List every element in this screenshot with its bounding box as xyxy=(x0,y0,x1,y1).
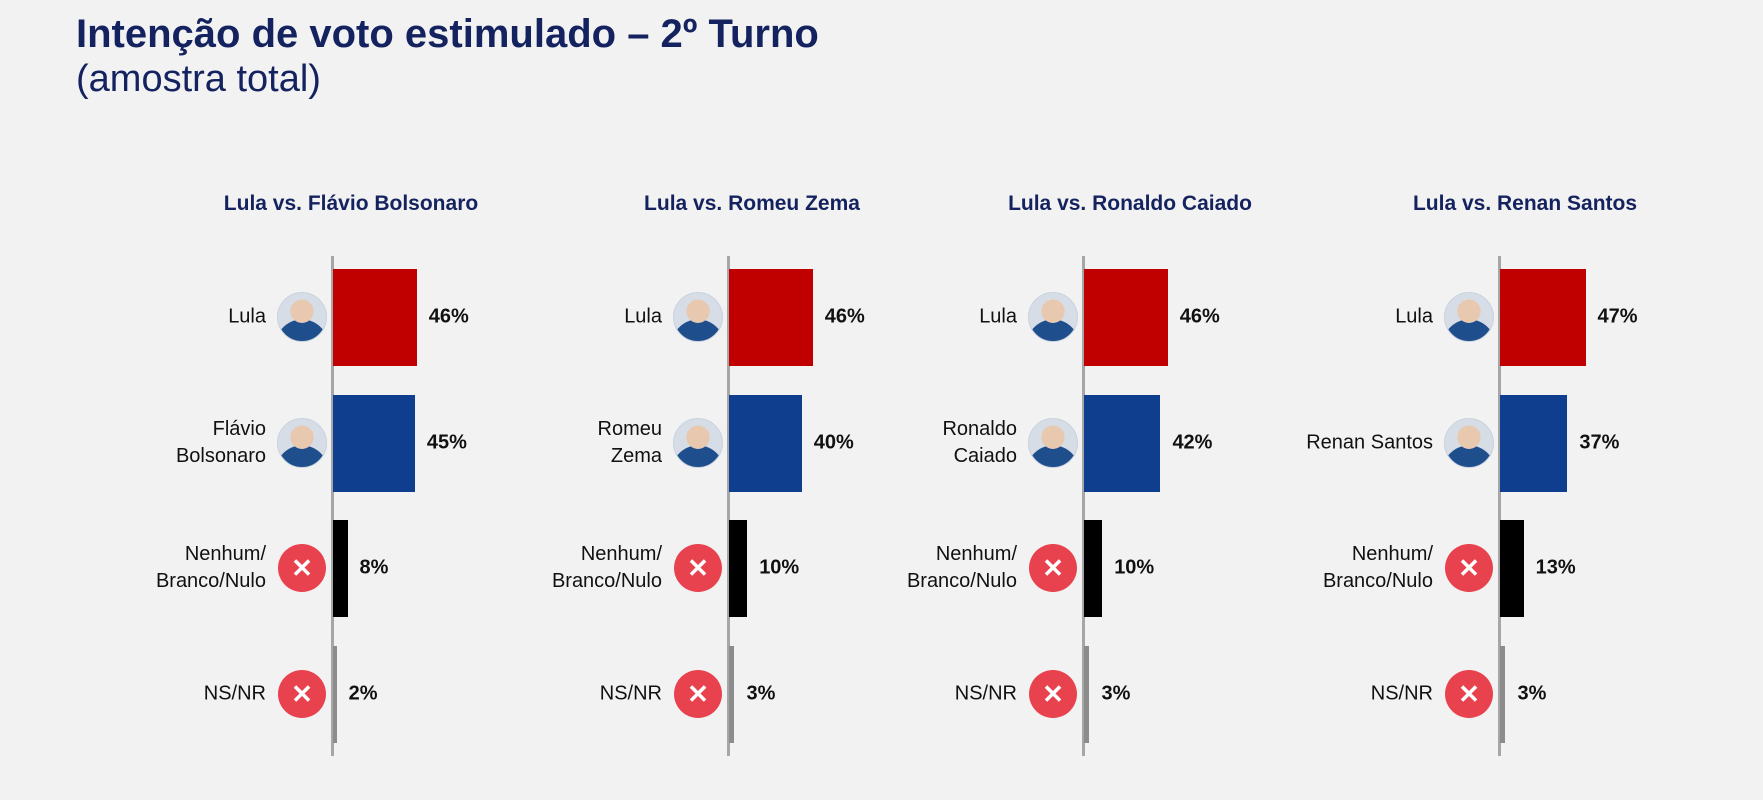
value-label: 3% xyxy=(746,682,776,705)
value-label: 46% xyxy=(1179,305,1220,328)
bar xyxy=(333,394,415,492)
category-label: Ronaldo Caiado xyxy=(942,418,1017,467)
bar xyxy=(729,645,735,743)
bar xyxy=(729,519,748,617)
bar xyxy=(729,394,802,492)
none-icon: ✕ xyxy=(1029,670,1077,718)
candidate-photo xyxy=(673,292,723,342)
value-label: 47% xyxy=(1597,305,1638,328)
candidate-photo xyxy=(1444,292,1494,342)
value-label: 46% xyxy=(824,305,865,328)
bar xyxy=(1084,519,1103,617)
bar xyxy=(1084,268,1168,366)
bar xyxy=(333,645,337,743)
category-label: Renan Santos xyxy=(1306,431,1433,454)
value-label: 37% xyxy=(1579,431,1620,454)
none-icon: ✕ xyxy=(674,670,722,718)
value-label: 3% xyxy=(1517,682,1547,705)
category-label: Nenhum/ Branco/Nulo xyxy=(551,543,662,592)
candidate-photo xyxy=(277,292,327,342)
candidate-photo xyxy=(1028,292,1078,342)
value-label: 42% xyxy=(1172,431,1213,454)
candidate-photo xyxy=(1028,418,1078,468)
none-icon: ✕ xyxy=(278,670,326,718)
axis-line xyxy=(1082,256,1085,756)
axis-line xyxy=(727,256,730,756)
value-label: 10% xyxy=(1114,556,1155,579)
value-label: 2% xyxy=(348,682,378,705)
bar xyxy=(1084,394,1161,492)
none-icon: ✕ xyxy=(674,544,722,592)
candidate-photo xyxy=(673,418,723,468)
category-label: NS/NR xyxy=(1370,682,1433,705)
value-label: 45% xyxy=(426,431,467,454)
category-label: Lula xyxy=(228,305,266,328)
none-icon: ✕ xyxy=(1029,544,1077,592)
bar xyxy=(729,268,813,366)
category-label: Lula xyxy=(1395,305,1433,328)
bar xyxy=(333,268,417,366)
none-icon: ✕ xyxy=(278,544,326,592)
axis-line xyxy=(331,256,334,756)
category-label: Nenhum/ Branco/Nulo xyxy=(906,543,1017,592)
bar xyxy=(1084,645,1090,743)
value-label: 3% xyxy=(1101,682,1131,705)
bar xyxy=(1500,645,1506,743)
value-label: 40% xyxy=(813,431,854,454)
candidate-photo xyxy=(1444,418,1494,468)
none-icon: ✕ xyxy=(1445,544,1493,592)
category-label: NS/NR xyxy=(599,682,662,705)
panel-title: Lula vs. Renan Santos xyxy=(1412,192,1638,215)
category-label: Lula xyxy=(979,305,1017,328)
bar xyxy=(1500,394,1568,492)
category-label: Romeu Zema xyxy=(597,418,662,467)
none-icon: ✕ xyxy=(1445,670,1493,718)
value-label: 13% xyxy=(1535,556,1576,579)
candidate-photo xyxy=(277,418,327,468)
panel-title: Lula vs. Romeu Zema xyxy=(644,192,860,215)
category-label: Nenhum/ Branco/Nulo xyxy=(155,543,266,592)
page-title: Intenção de voto estimulado – 2º Turno xyxy=(76,12,819,56)
panel-title: Lula vs. Ronaldo Caiado xyxy=(1008,192,1252,215)
value-label: 46% xyxy=(428,305,469,328)
panel-title: Lula vs. Flávio Bolsonaro xyxy=(223,192,479,215)
page-subtitle: (amostra total) xyxy=(76,58,321,100)
value-label: 10% xyxy=(759,556,800,579)
bar xyxy=(1500,268,1586,366)
bar xyxy=(333,519,348,617)
axis-line xyxy=(1498,256,1501,756)
category-label: NS/NR xyxy=(954,682,1017,705)
category-label: Nenhum/ Branco/Nulo xyxy=(1322,543,1433,592)
bar xyxy=(1500,519,1524,617)
category-label: NS/NR xyxy=(203,682,266,705)
value-label: 8% xyxy=(359,556,389,579)
category-label: Lula xyxy=(624,305,662,328)
category-label: Flávio Bolsonaro xyxy=(175,418,266,467)
